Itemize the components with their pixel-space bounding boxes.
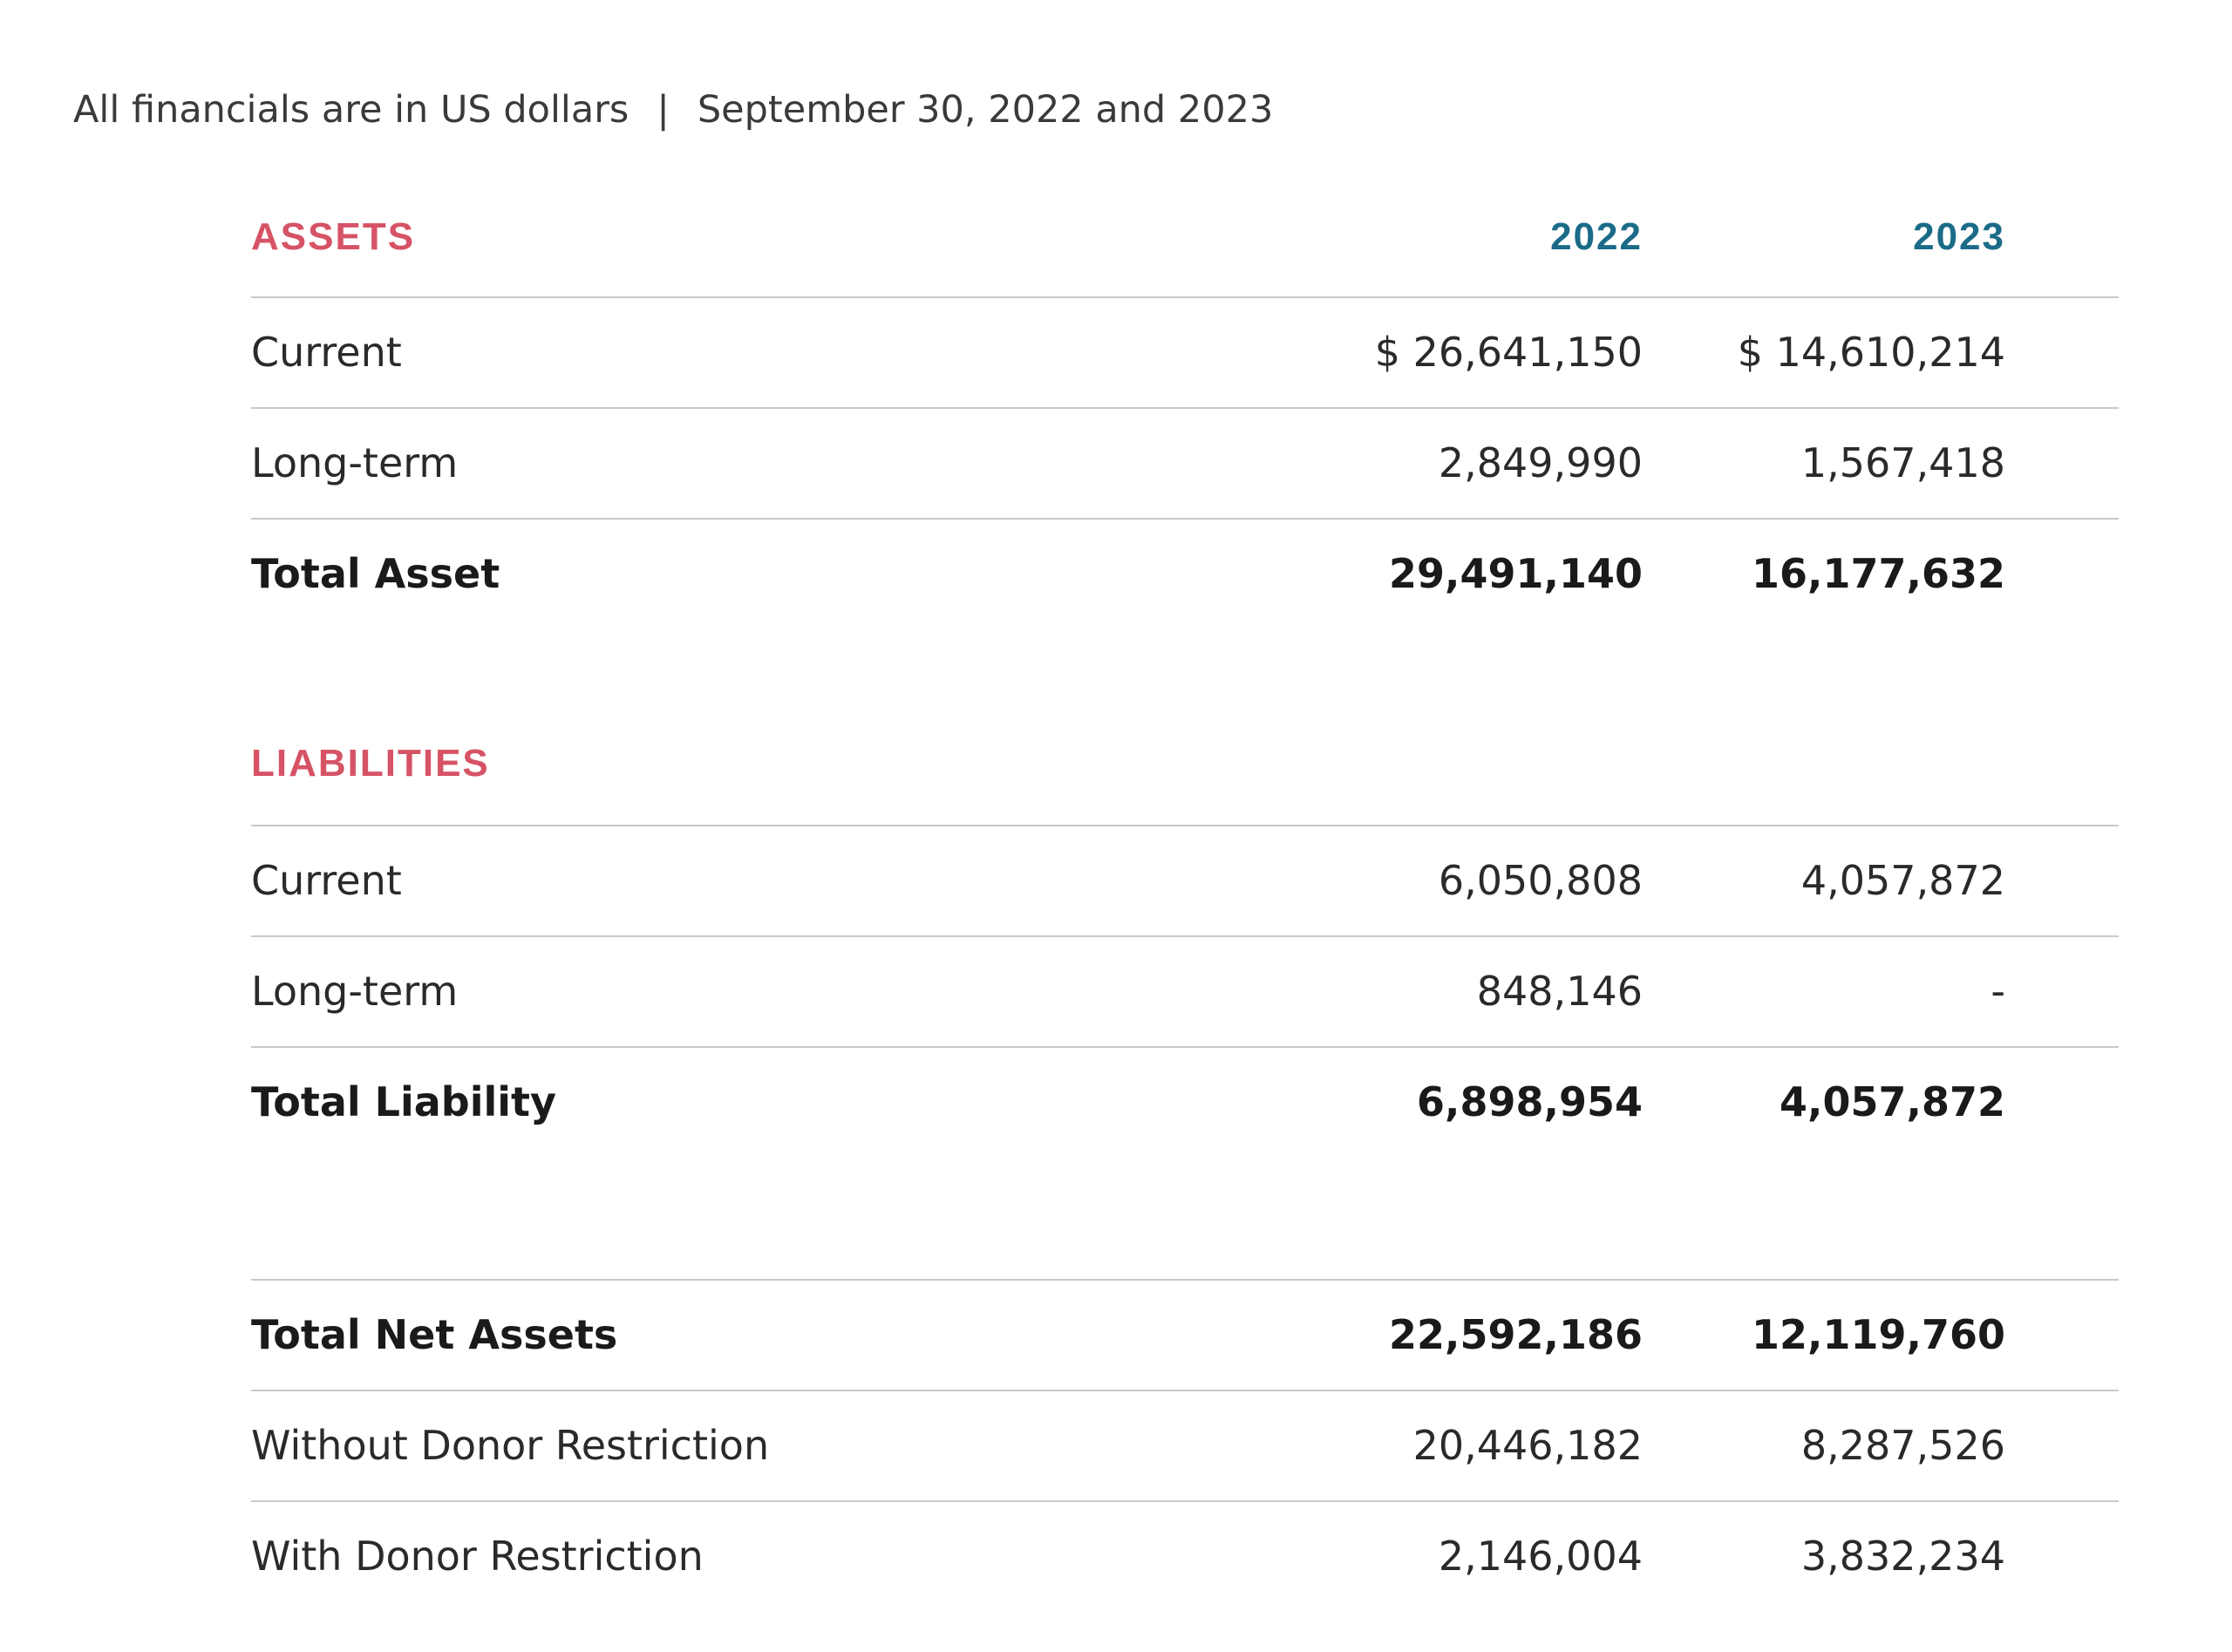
table-row-liabilities-long-term: Long-term 848,146 - (251, 935, 2119, 1046)
value-2023: - (1990, 968, 2005, 1015)
subtitle-separator: | (657, 88, 670, 132)
value-2022: 20,446,182 (1412, 1422, 1643, 1469)
value-2022: 22,592,186 (1388, 1311, 1643, 1358)
value-2022: 6,050,808 (1438, 857, 1643, 904)
table-row-without-donor-restriction: Without Donor Restriction 20,446,182 8,2… (251, 1390, 2119, 1500)
row-label: Current (251, 857, 402, 904)
table-row-total-net-assets: Total Net Assets 22,592,186 12,119,760 (251, 1279, 2119, 1390)
row-label: Current (251, 329, 402, 376)
value-2023: 12,119,760 (1751, 1311, 2005, 1358)
value-2022: 848,146 (1476, 968, 1643, 1015)
table-row-assets-current: Current $ 26,641,150 $ 14,610,214 (251, 296, 2119, 407)
table-row-total-liability: Total Liability 6,898,954 4,057,872 (251, 1046, 2119, 1157)
column-header-2023: 2023 (1913, 215, 2005, 258)
row-label: Long-term (251, 439, 459, 486)
column-header-2022: 2022 (1550, 215, 1643, 258)
assets-heading: ASSETS (251, 215, 416, 258)
table-row-with-donor-restriction: With Donor Restriction 2,146,004 3,832,2… (251, 1500, 2119, 1611)
currency-note: All financials are in US dollars (73, 88, 629, 132)
value-2023: 16,177,632 (1751, 550, 2005, 597)
value-2023: 1,567,418 (1800, 439, 2005, 486)
row-label: Long-term (251, 968, 459, 1015)
liabilities-header: LIABILITIES (251, 738, 2119, 790)
report-dates: September 30, 2022 and 2023 (697, 88, 1274, 132)
value-2023: $ 14,610,214 (1737, 329, 2005, 376)
table-row-assets-long-term: Long-term 2,849,990 1,567,418 (251, 407, 2119, 518)
value-2022: 2,146,004 (1438, 1533, 1643, 1580)
value-2022: 6,898,954 (1417, 1078, 1643, 1125)
value-2023: 4,057,872 (1779, 1078, 2005, 1125)
value-2022: 29,491,140 (1388, 550, 1643, 597)
value-2022: 2,849,990 (1438, 439, 1643, 486)
report-subtitle: All financials are in US dollars | Septemb… (73, 84, 1273, 136)
table-row-liabilities-current: Current 6,050,808 4,057,872 (251, 825, 2119, 935)
value-2023: 8,287,526 (1800, 1422, 2005, 1469)
row-label: With Donor Restriction (251, 1533, 704, 1580)
liabilities-heading: LIABILITIES (251, 742, 490, 785)
value-2023: 4,057,872 (1800, 857, 2005, 904)
row-label: Total Liability (251, 1078, 557, 1125)
value-2023: 3,832,234 (1800, 1533, 2005, 1580)
table-row-total-asset: Total Asset 29,491,140 16,177,632 (251, 518, 2119, 629)
row-label: Without Donor Restriction (251, 1422, 770, 1469)
row-label: Total Net Assets (251, 1311, 618, 1358)
assets-header: ASSETS 2022 2023 (251, 211, 2119, 263)
value-2022: $ 26,641,150 (1374, 329, 1643, 376)
row-label: Total Asset (251, 550, 500, 597)
